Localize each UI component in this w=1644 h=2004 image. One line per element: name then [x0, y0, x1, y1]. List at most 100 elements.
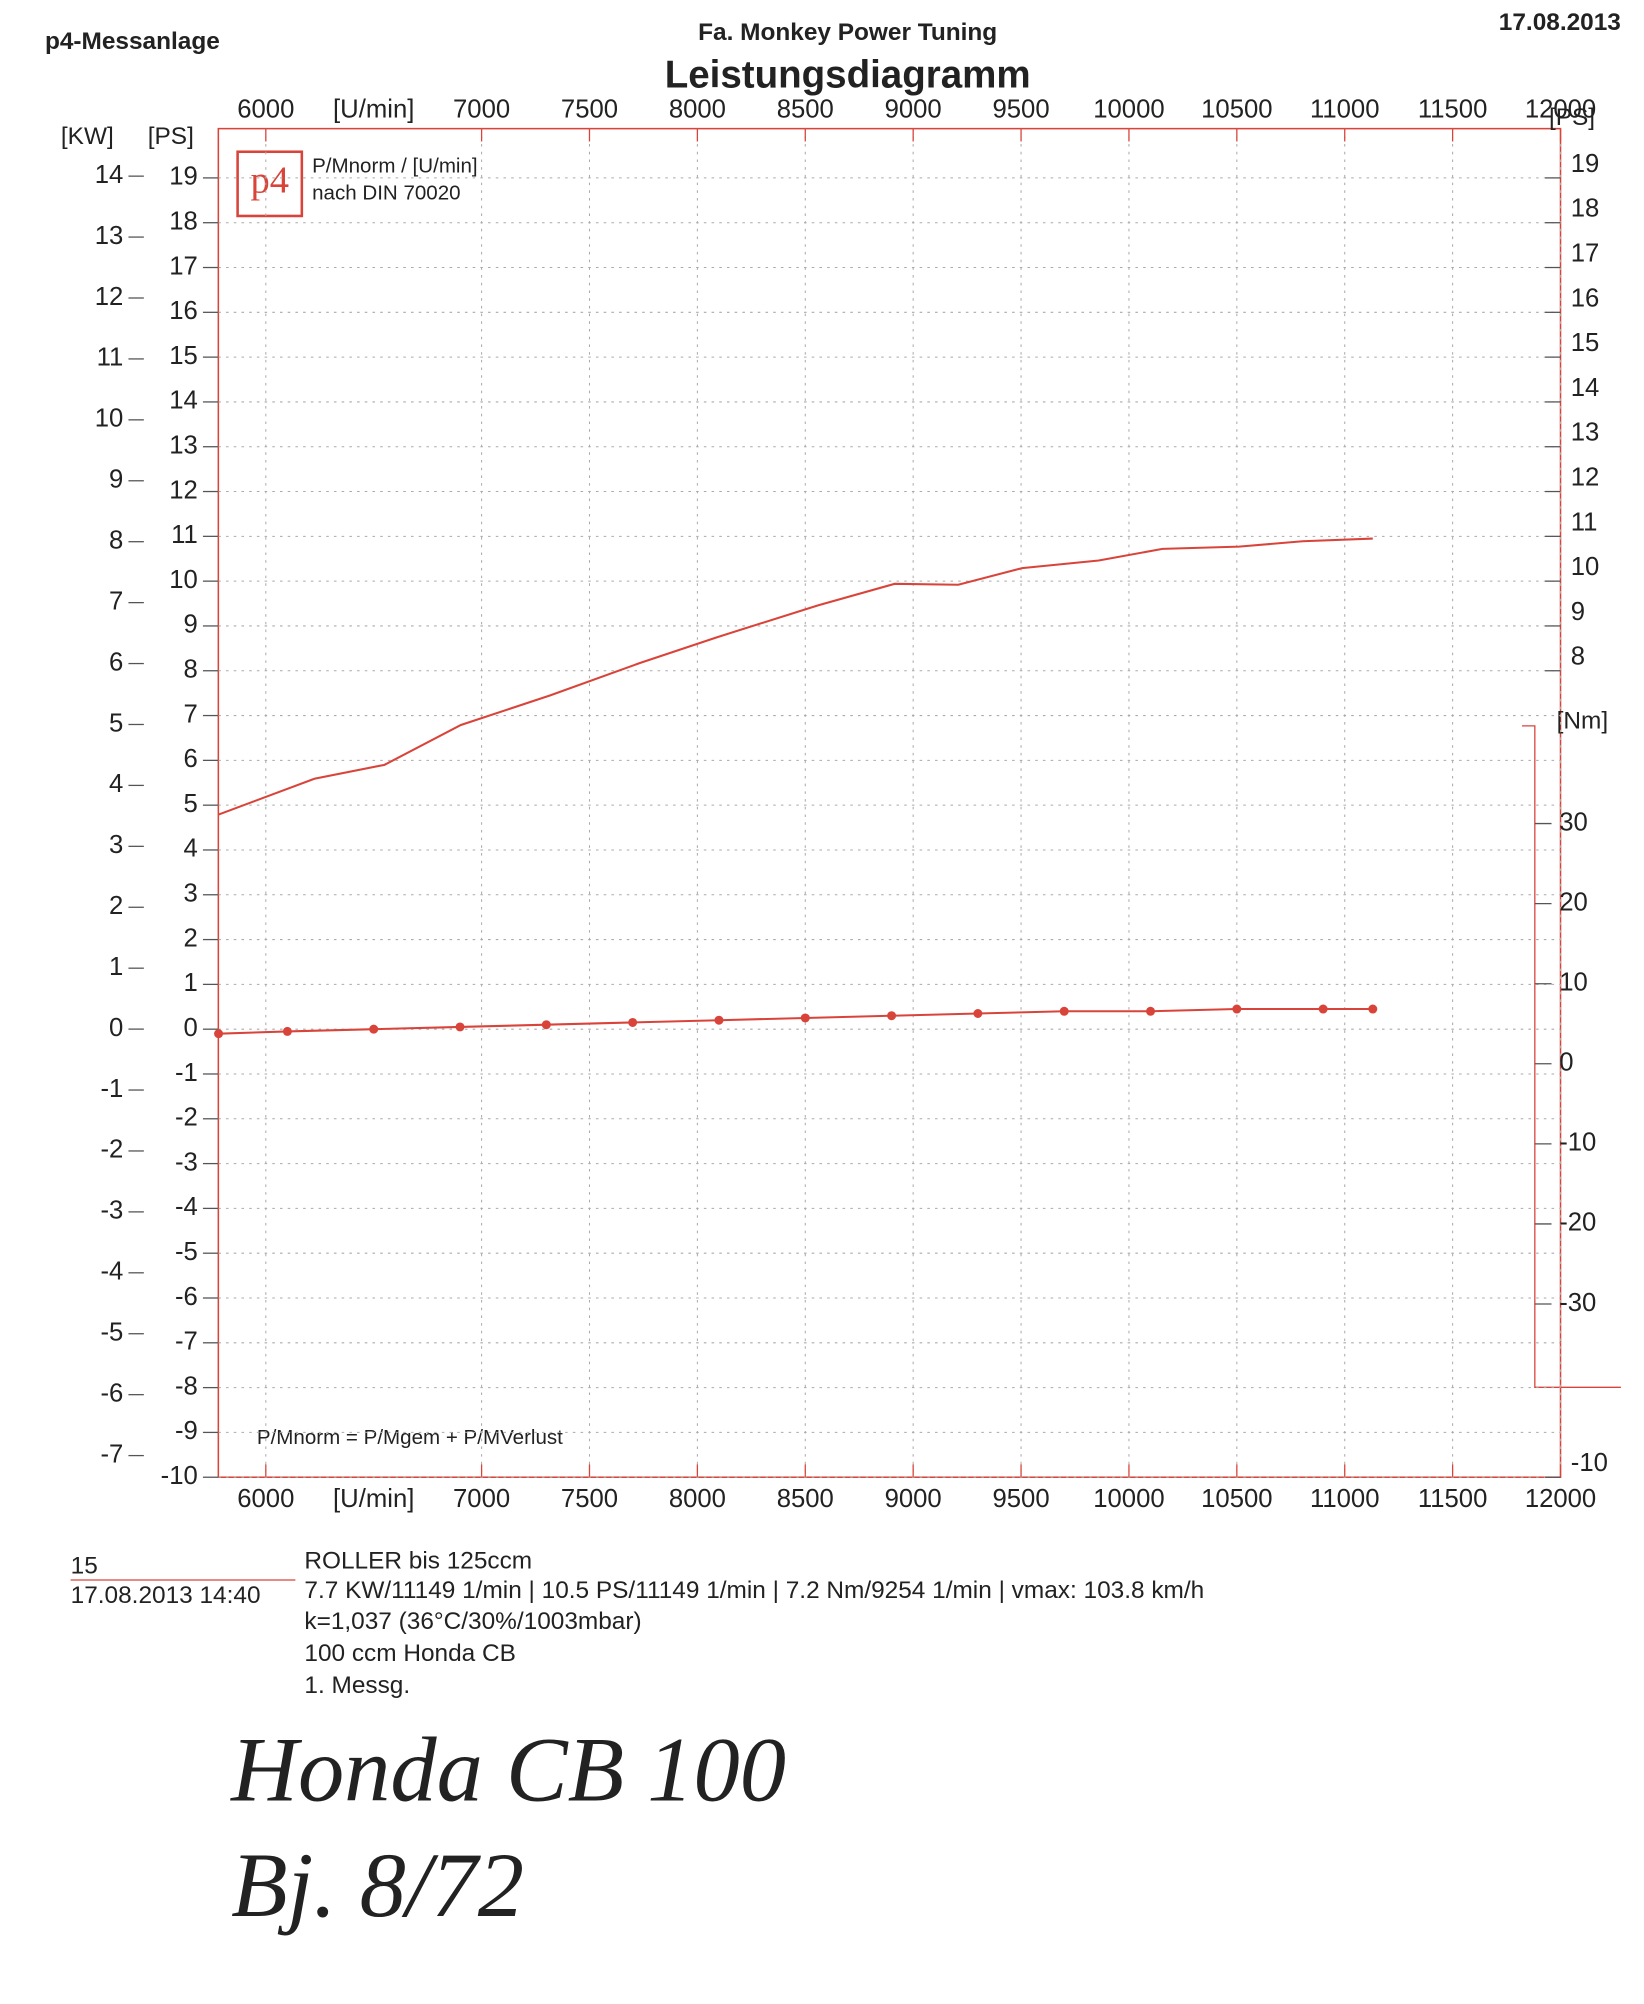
y-tick-label: 17 — [169, 252, 198, 280]
x-tick-label: 10000 — [1093, 1485, 1164, 1513]
y2-tick-label: -3 — [100, 1197, 123, 1225]
y2-tick-label: -4 — [100, 1258, 123, 1286]
y2-tick-label: 11 — [97, 344, 124, 372]
footer-line: ROLLER bis 125ccm — [304, 1547, 532, 1574]
loss-dot — [455, 1022, 465, 1032]
y2-tick-label: 7 — [109, 587, 123, 615]
x-tick-label: 12000 — [1525, 1485, 1596, 1513]
y-label: [PS] — [148, 123, 194, 150]
right-y-tick-label: 9 — [1571, 598, 1585, 626]
y2-label: [KW] — [61, 123, 114, 150]
x-tick-label: 7000 — [453, 1485, 510, 1513]
footer-line: 1. Messg. — [304, 1672, 410, 1699]
footer-number: 15 — [71, 1553, 98, 1580]
footer-datetime: 17.08.2013 14:40 — [71, 1582, 261, 1609]
x-tick-label: 11500 — [1418, 95, 1487, 123]
x-tick-label: 10500 — [1201, 1485, 1272, 1513]
y-tick-label: -10 — [161, 1462, 198, 1490]
power-line — [218, 537, 1373, 816]
chart-title: Leistungsdiagramm — [665, 53, 1031, 96]
x-tick-label: 9000 — [885, 1485, 942, 1513]
x-tick-label: 11500 — [1418, 1485, 1487, 1513]
y-tick-label: 6 — [184, 745, 198, 773]
x-axis-label: [U/min] — [333, 95, 414, 123]
loss-dot — [1059, 1006, 1069, 1016]
nm-label: [Nm] — [1557, 707, 1609, 734]
y-tick-label: -2 — [175, 1104, 198, 1132]
y-tick-label: -9 — [175, 1417, 198, 1445]
y-tick-label: 2 — [184, 924, 198, 952]
right-y-tick-label: 11 — [1571, 508, 1598, 536]
y-tick-label: 14 — [169, 387, 198, 415]
y2-tick-label: 8 — [109, 526, 123, 554]
x-tick-label: 8500 — [777, 1485, 834, 1513]
y-tick-label: -1 — [175, 1059, 198, 1087]
y2-tick-label: 4 — [109, 770, 123, 798]
y-tick-label: -3 — [175, 1148, 198, 1176]
y2-tick-label: 2 — [109, 892, 123, 920]
right-y-label: [PS] — [1549, 104, 1595, 131]
x-tick-label: 9500 — [992, 1485, 1049, 1513]
logo: p4 — [250, 160, 289, 202]
y2-tick-label: -1 — [100, 1075, 123, 1103]
x-tick-label: 7000 — [453, 95, 510, 123]
x-tick-label: 6000 — [237, 95, 294, 123]
y2-tick-label: -7 — [100, 1440, 123, 1468]
x-tick-label: 12000 — [1525, 95, 1596, 123]
nm-tick-label: -20 — [1559, 1209, 1596, 1237]
y2-tick-label: -2 — [100, 1136, 123, 1164]
y-tick-label: 11 — [171, 521, 198, 549]
right-y-tick-label: 17 — [1571, 239, 1600, 267]
nm-frame — [1521, 725, 1621, 1388]
x-tick-label: 10000 — [1093, 95, 1164, 123]
y-tick-label: -8 — [175, 1372, 198, 1400]
right-y-tick-label: 15 — [1571, 329, 1600, 357]
y2-tick-label: 1 — [109, 953, 123, 981]
date: 17.08.2013 — [1499, 9, 1621, 36]
right-y-tick-label: 14 — [1571, 374, 1600, 402]
y-tick-label: 1 — [184, 969, 198, 997]
y-tick-label: -6 — [175, 1283, 198, 1311]
loss-dot — [1368, 1004, 1378, 1014]
y-tick-label: 4 — [184, 835, 198, 863]
right-y-tick-label: 18 — [1571, 195, 1600, 223]
y-tick-label: 16 — [169, 297, 198, 325]
right-y-tick-label: 19 — [1571, 150, 1600, 178]
right-y-tick-label: 10 — [1571, 553, 1600, 581]
loss-dot — [369, 1024, 379, 1034]
company: Fa. Monkey Power Tuning — [698, 19, 997, 46]
x-tick-label: 8000 — [669, 1485, 726, 1513]
x-tick-label: 10500 — [1201, 95, 1272, 123]
nm-tick-label: -30 — [1559, 1289, 1596, 1317]
x-tick-label: 7500 — [561, 95, 618, 123]
loss-dot — [973, 1009, 983, 1018]
y-tick-label: 10 — [169, 566, 198, 594]
loss-dot — [800, 1013, 810, 1023]
nm-tick-label: -10 — [1559, 1129, 1596, 1157]
loss-dot — [282, 1026, 292, 1036]
y2-tick-label: 3 — [109, 831, 123, 859]
loss-dot — [1232, 1004, 1242, 1014]
loss-dot — [628, 1017, 638, 1027]
footer-line: 7.7 KW/11149 1/min | 10.5 PS/11149 1/min… — [304, 1577, 1204, 1604]
y2-tick-label: 0 — [109, 1014, 123, 1042]
y2-tick-label: 10 — [95, 405, 124, 433]
right-y-tick-label: 12 — [1571, 463, 1600, 491]
y-tick-label: -4 — [175, 1193, 198, 1221]
y-tick-label: 0 — [184, 1014, 198, 1042]
y-tick-label: 3 — [184, 880, 198, 908]
y2-tick-label: 12 — [95, 283, 124, 311]
annotation: P/Mnorm = P/Mgem + P/MVerlust — [257, 1426, 563, 1449]
x-tick-label: 7500 — [561, 1485, 618, 1513]
y2-tick-label: -6 — [100, 1379, 123, 1407]
y-tick-label: -7 — [175, 1328, 198, 1356]
legend-line: P/Mnorm / [U/min] — [312, 155, 478, 178]
y2-tick-label: 14 — [95, 161, 124, 189]
right-y-tick-label: 16 — [1571, 284, 1600, 312]
y-tick-label: 19 — [169, 163, 198, 191]
y-tick-label: 7 — [184, 700, 198, 728]
loss-dot — [714, 1015, 724, 1025]
